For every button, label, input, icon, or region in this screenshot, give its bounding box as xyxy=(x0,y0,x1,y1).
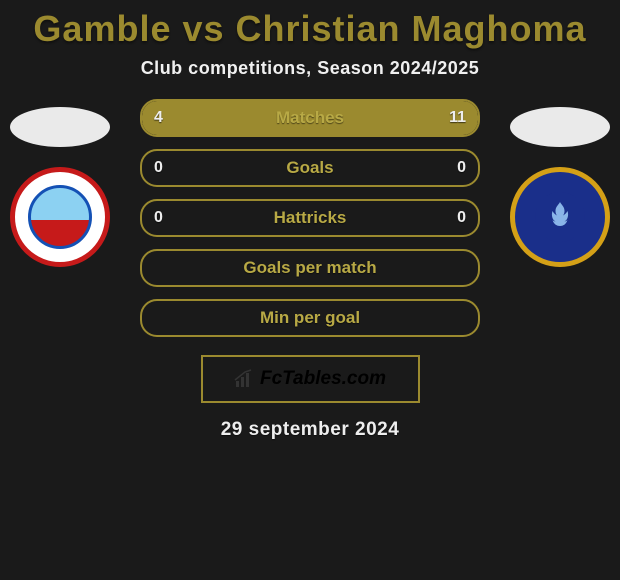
stat-label: Goals per match xyxy=(243,258,376,278)
watermark-text: FcTables.com xyxy=(260,368,386,390)
stat-value-right: 0 xyxy=(457,159,466,177)
player-right-column xyxy=(500,99,620,267)
stat-row-min-per-goal: Min per goal xyxy=(140,299,480,337)
stat-row-matches: 4 Matches 11 xyxy=(140,99,480,137)
club-badge-left xyxy=(10,167,110,267)
stat-label: Hattricks xyxy=(274,208,347,228)
stat-label: Goals xyxy=(286,158,333,178)
club-badge-right-inner xyxy=(535,192,585,242)
stat-row-goals: 0 Goals 0 xyxy=(140,149,480,187)
bar-chart-icon xyxy=(234,369,254,389)
stat-label: Matches xyxy=(276,108,344,128)
club-badge-left-inner xyxy=(28,185,92,249)
subtitle: Club competitions, Season 2024/2025 xyxy=(0,58,620,79)
stat-value-left: 4 xyxy=(154,109,163,127)
stat-label: Min per goal xyxy=(260,308,360,328)
stat-value-left: 0 xyxy=(154,159,163,177)
stat-value-right: 11 xyxy=(449,109,466,127)
date-label: 29 september 2024 xyxy=(0,419,620,441)
watermark-box: FcTables.com xyxy=(201,355,420,403)
club-badge-right xyxy=(510,167,610,267)
stat-value-left: 0 xyxy=(154,209,163,227)
stat-row-goals-per-match: Goals per match xyxy=(140,249,480,287)
player-left-silhouette xyxy=(10,107,110,147)
player-right-silhouette xyxy=(510,107,610,147)
stat-fill-right xyxy=(232,101,478,135)
stats-list: 4 Matches 11 0 Goals 0 0 Hattricks 0 xyxy=(140,99,480,337)
stat-value-right: 0 xyxy=(457,209,466,227)
player-left-column xyxy=(0,99,120,267)
stat-row-hattricks: 0 Hattricks 0 xyxy=(140,199,480,237)
comparison-infographic: Gamble vs Christian Maghoma Club competi… xyxy=(0,8,620,580)
phoenix-icon xyxy=(542,199,578,235)
page-title: Gamble vs Christian Maghoma xyxy=(0,8,620,50)
main-panel: 4 Matches 11 0 Goals 0 0 Hattricks 0 xyxy=(0,99,620,441)
